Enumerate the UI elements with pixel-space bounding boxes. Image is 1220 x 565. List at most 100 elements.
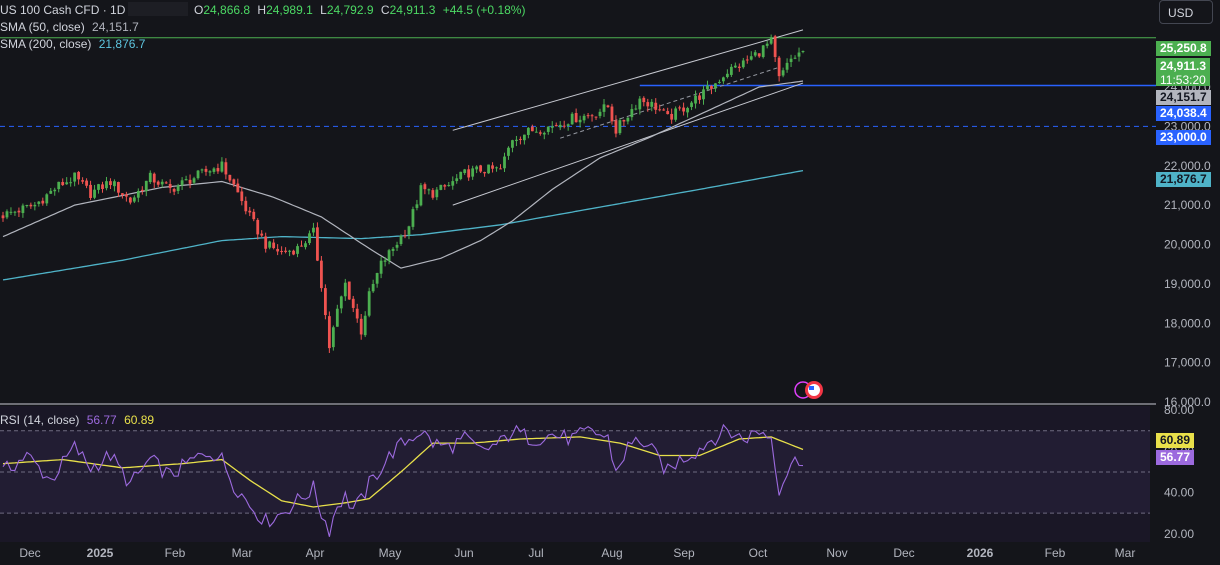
candle-body [228, 174, 232, 181]
currency-button[interactable]: USD [1159, 0, 1213, 24]
candle-body [534, 131, 538, 133]
candle-body [451, 181, 455, 186]
candle-body [97, 184, 100, 190]
x-tick-label: Jul [528, 546, 543, 560]
candle-body [570, 113, 574, 125]
candle-body [507, 147, 510, 156]
sma200-legend[interactable]: SMA (200, close) 21,876.7 [0, 36, 149, 52]
price-tick-label: 18,000.0 [1164, 316, 1211, 330]
flag-icon-canton [809, 386, 814, 390]
candle-body [371, 283, 375, 292]
candle-body [355, 308, 359, 319]
candle-body [530, 126, 534, 132]
candle-body [351, 298, 355, 308]
x-tick-label: 2026 [967, 546, 994, 560]
candle-body [710, 85, 713, 89]
candle-body [610, 106, 614, 122]
candle-body [522, 134, 526, 141]
candle-body [49, 190, 53, 194]
rsi-label: RSI (14, close) [0, 413, 80, 427]
candle-body [268, 241, 272, 248]
candle-body [220, 161, 224, 172]
candle-body [320, 260, 323, 289]
candle-body [403, 235, 407, 237]
candle-body [391, 248, 395, 251]
candle-body [741, 60, 745, 68]
candle-body [781, 70, 785, 76]
candle-body [574, 113, 578, 123]
x-tick-label: Sep [673, 546, 695, 560]
candle-body [634, 108, 638, 110]
x-tick-label: Oct [749, 546, 768, 560]
candle-body [168, 184, 172, 188]
candle-body [359, 318, 363, 335]
candle-body [439, 184, 443, 190]
candle-body [164, 182, 168, 184]
candle-body [244, 200, 248, 212]
x-tick-label: Aug [601, 546, 622, 560]
candle-body [646, 102, 650, 107]
candle-body [323, 288, 327, 316]
candle-body [363, 315, 367, 336]
candle-body [598, 111, 602, 116]
candle-body [316, 227, 319, 261]
candle-body [479, 165, 483, 172]
channel-upper-line [452, 29, 804, 131]
price-tick-label: 20,000.0 [1164, 238, 1211, 252]
high-value: 24,989.1 [266, 3, 313, 17]
candle-body [566, 124, 570, 126]
candle-body [674, 108, 678, 120]
countdown-value: 11:53:20 [1160, 73, 1206, 87]
candle-body [455, 178, 459, 182]
candle-body [387, 250, 391, 261]
l-label: L [320, 3, 327, 17]
sma50-line [2, 80, 804, 269]
candle-body [172, 188, 176, 192]
candle-body [586, 115, 590, 117]
candle-body [487, 164, 490, 174]
candle-body [729, 66, 733, 75]
candle-body [224, 162, 228, 175]
last-price-tag: 24,911.3 11:53:20 [1156, 58, 1211, 87]
rsi-value: 56.77 [86, 413, 117, 427]
rsi-legend[interactable]: RSI (14, close) 56.77 60.89 [0, 412, 158, 428]
candle-body [25, 204, 29, 206]
candle-body [140, 189, 144, 191]
candle-body [690, 102, 693, 107]
level-price-tag: 23,000.0 [1156, 130, 1211, 145]
candle-body [777, 57, 781, 77]
candle-body [662, 109, 666, 111]
candle-body [61, 181, 65, 186]
x-tick-label: Mar [232, 546, 253, 560]
candle-body [399, 235, 403, 245]
x-tick-label: Feb [165, 546, 186, 560]
candle-body [801, 51, 805, 53]
candle-body [578, 119, 582, 123]
candle-body [212, 168, 216, 172]
candle-body [789, 58, 793, 63]
candle-body [204, 168, 208, 172]
candle-body [483, 172, 486, 174]
candle-body [232, 179, 236, 185]
candle-body [638, 98, 642, 110]
rsi-tick-label: 40.00 [1164, 486, 1194, 500]
candle-body [101, 184, 104, 190]
symbol-legend: US 100 Cash CFD · 1D · [0, 2, 137, 18]
sma200-line [2, 169, 804, 281]
candle-body [411, 209, 415, 227]
x-tick-label: May [379, 546, 402, 560]
candle-body [188, 179, 192, 184]
candle-body [702, 89, 705, 100]
candle-body [594, 116, 598, 118]
sma50-legend[interactable]: SMA (50, close) 24,151.7 [0, 19, 143, 35]
candle-body [515, 139, 518, 141]
candle-body [435, 189, 439, 198]
candle-body [93, 189, 96, 198]
candle-body [33, 204, 37, 207]
candle-body [335, 308, 339, 327]
candle-body [443, 185, 447, 187]
candle-body [367, 291, 371, 316]
price-tick-label: 23,000.0 [1164, 119, 1211, 133]
candle-body [160, 181, 164, 185]
